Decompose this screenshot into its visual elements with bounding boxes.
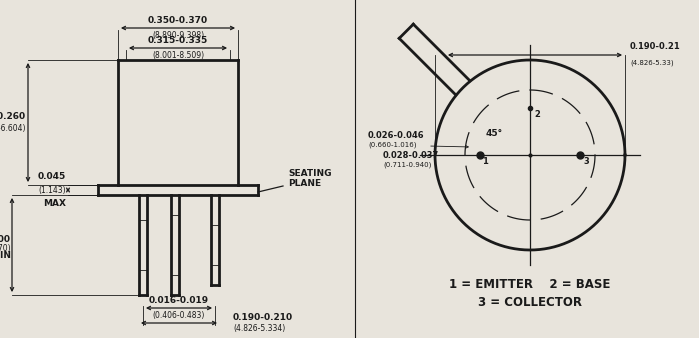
Text: 0.500: 0.500 — [0, 235, 11, 243]
Text: 2: 2 — [534, 110, 540, 119]
Text: (4.826-5.33): (4.826-5.33) — [630, 59, 674, 66]
Text: 0.315-0.335: 0.315-0.335 — [148, 36, 208, 45]
Text: 0.028-0.037: 0.028-0.037 — [383, 151, 439, 160]
Text: (6.096-6.604): (6.096-6.604) — [0, 124, 26, 133]
Text: 0.016-0.019: 0.016-0.019 — [149, 296, 209, 305]
Text: 0.190-0.210: 0.190-0.210 — [233, 314, 293, 322]
Text: (0.406-0.483): (0.406-0.483) — [153, 311, 206, 320]
Text: 0.045: 0.045 — [38, 172, 66, 181]
Text: 0.240-0.260: 0.240-0.260 — [0, 112, 26, 121]
Text: (12.70): (12.70) — [0, 243, 11, 252]
Text: 45°: 45° — [486, 129, 503, 138]
Text: PLANE: PLANE — [288, 179, 321, 188]
Text: (8.890-9.398): (8.890-9.398) — [152, 31, 204, 40]
Text: 0.026-0.046: 0.026-0.046 — [368, 131, 424, 140]
Text: MIN: MIN — [0, 251, 11, 261]
Text: 0.350-0.370: 0.350-0.370 — [148, 16, 208, 25]
Text: MAX: MAX — [43, 199, 66, 208]
Text: (0.711-0.940): (0.711-0.940) — [383, 162, 431, 168]
Text: 3 = COLLECTOR: 3 = COLLECTOR — [478, 295, 582, 309]
Text: (0.660-1.016): (0.660-1.016) — [368, 142, 417, 148]
Text: 0.190-0.21: 0.190-0.21 — [630, 42, 681, 51]
Text: (1.143): (1.143) — [38, 186, 66, 194]
Text: 1: 1 — [482, 157, 488, 166]
Text: 1 = EMITTER    2 = BASE: 1 = EMITTER 2 = BASE — [449, 279, 611, 291]
Text: (8.001-8.509): (8.001-8.509) — [152, 51, 204, 60]
Text: 3: 3 — [583, 157, 589, 166]
Text: (4.826-5.334): (4.826-5.334) — [233, 324, 285, 334]
Text: SEATING: SEATING — [288, 169, 331, 178]
